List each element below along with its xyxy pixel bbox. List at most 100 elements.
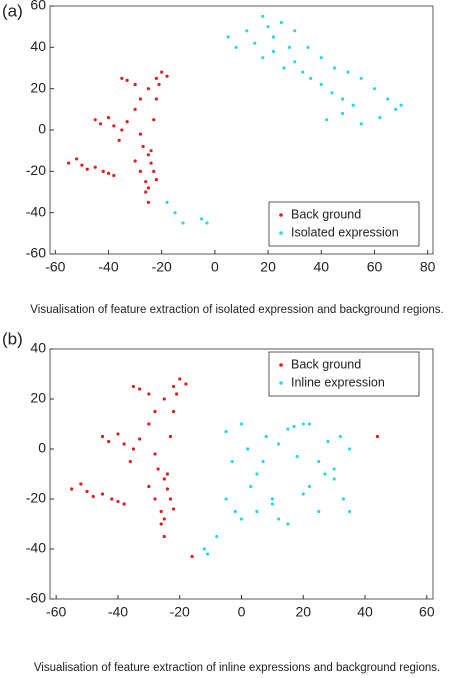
y-tick-label: -40	[26, 203, 46, 219]
point	[152, 118, 156, 122]
point	[233, 509, 237, 514]
legend-label: Back ground	[291, 207, 361, 221]
point	[224, 497, 228, 501]
x-tick-label: 40	[357, 604, 373, 620]
legend-marker	[279, 363, 283, 367]
panel-label: (a)	[2, 1, 23, 20]
point	[317, 459, 321, 464]
point	[171, 384, 176, 389]
point	[338, 434, 342, 439]
point	[120, 76, 124, 80]
point	[224, 429, 228, 434]
x-tick-label: -40	[108, 604, 128, 620]
point	[301, 422, 305, 426]
point	[351, 103, 355, 107]
point	[261, 14, 265, 18]
point	[133, 159, 137, 163]
point	[330, 91, 334, 95]
point	[106, 171, 111, 175]
x-tick-label: 80	[420, 259, 436, 275]
point	[372, 87, 377, 91]
point	[346, 70, 350, 74]
point	[226, 35, 230, 39]
legend-box	[268, 351, 420, 397]
point	[144, 180, 148, 184]
point	[255, 472, 259, 476]
point	[106, 116, 111, 120]
point	[93, 118, 97, 122]
y-tick-label: -20	[26, 490, 46, 506]
point	[253, 41, 257, 45]
y-tick-label: -60	[26, 590, 46, 606]
point	[246, 447, 250, 451]
point	[74, 157, 79, 161]
y-tick-label: 0	[38, 121, 46, 137]
point	[205, 552, 210, 556]
point	[270, 497, 274, 501]
point	[178, 377, 182, 381]
x-tick-label: 0	[211, 259, 219, 275]
legend-label: Back ground	[291, 357, 361, 371]
point	[152, 169, 156, 173]
point	[110, 497, 114, 501]
point	[122, 502, 126, 506]
point	[133, 82, 137, 87]
point	[165, 487, 169, 491]
x-tick-label: 0	[238, 604, 246, 620]
legend-marker	[279, 213, 283, 217]
point	[394, 107, 398, 111]
point	[122, 442, 126, 446]
point	[159, 522, 163, 526]
point	[340, 97, 345, 101]
point	[85, 489, 89, 494]
point	[378, 116, 382, 120]
point	[116, 432, 120, 436]
point	[138, 97, 143, 101]
point	[215, 534, 219, 539]
point	[171, 409, 176, 414]
y-tick-label: -60	[26, 245, 46, 261]
caption: Visualisation of feature extraction of i…	[30, 304, 443, 316]
point	[200, 217, 204, 221]
point	[101, 169, 105, 173]
point	[160, 70, 164, 74]
point	[325, 118, 329, 122]
point	[162, 534, 166, 539]
point	[264, 434, 268, 439]
point	[359, 122, 363, 126]
point	[261, 56, 265, 60]
point	[341, 497, 346, 501]
point	[295, 454, 299, 459]
x-tick-label: 40	[314, 259, 330, 275]
point	[138, 132, 143, 136]
caption: Visualisation of feature extraction of i…	[34, 662, 440, 674]
point	[286, 427, 290, 431]
point	[98, 122, 103, 126]
point	[153, 409, 157, 414]
point	[162, 477, 166, 481]
point	[323, 472, 327, 476]
point	[168, 497, 173, 501]
point	[239, 517, 244, 521]
point	[100, 434, 105, 439]
x-tick-label: 60	[367, 259, 383, 275]
legend-marker	[279, 231, 283, 235]
x-tick-label: -20	[170, 604, 190, 620]
point	[116, 499, 120, 504]
point	[276, 517, 281, 521]
point	[319, 56, 323, 60]
point	[319, 82, 323, 87]
y-tick-label: 0	[38, 440, 46, 456]
point	[234, 45, 238, 49]
point	[332, 477, 336, 481]
point	[162, 517, 166, 521]
point	[162, 397, 166, 401]
point	[190, 554, 194, 559]
point	[146, 153, 151, 157]
point	[131, 447, 135, 451]
point	[171, 507, 176, 511]
legend-marker	[279, 381, 283, 385]
point	[279, 20, 283, 25]
point	[307, 484, 312, 489]
point	[154, 97, 158, 101]
